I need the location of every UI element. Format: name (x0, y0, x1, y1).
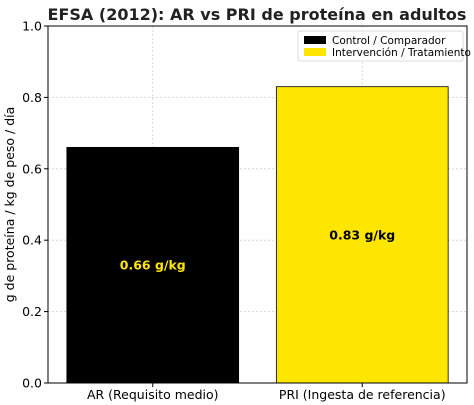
x-tick-label: PRI (Ingesta de referencia) (279, 387, 446, 402)
bars: 0.66 g/kg 0.83 g/kg (66, 86, 449, 384)
y-tick-label: 1.0 (22, 19, 42, 34)
axes: 0.0 0.2 0.4 0.6 0.8 1.0 AR (Requisito medio) PR… (22, 19, 468, 402)
legend-label: Control / Comparador (332, 35, 446, 47)
legend-swatch (304, 48, 326, 56)
x-tick-label: AR (Requisito medio) (87, 387, 219, 402)
y-tick-label: 0.6 (22, 161, 42, 176)
bar (275, 86, 449, 384)
bar (66, 146, 240, 384)
y-axis-label: g de proteína / kg de peso / día (2, 107, 17, 303)
chart-title: EFSA (2012): AR vs PRI de proteína en ad… (48, 5, 467, 24)
y-tick-label: 0.4 (22, 233, 42, 248)
legend-swatch (304, 36, 326, 44)
y-tick-label: 0.2 (22, 304, 42, 319)
y-tick-label: 0.8 (22, 90, 42, 105)
legend-box (297, 30, 464, 62)
legend-label: Intervención / Tratamiento (332, 47, 471, 59)
plot-frame (47, 25, 468, 384)
bar-data-label: 0.66 g/kg (120, 258, 186, 273)
y-tick-label: 0.0 (22, 376, 42, 391)
bar-data-label: 0.83 g/kg (329, 227, 395, 242)
